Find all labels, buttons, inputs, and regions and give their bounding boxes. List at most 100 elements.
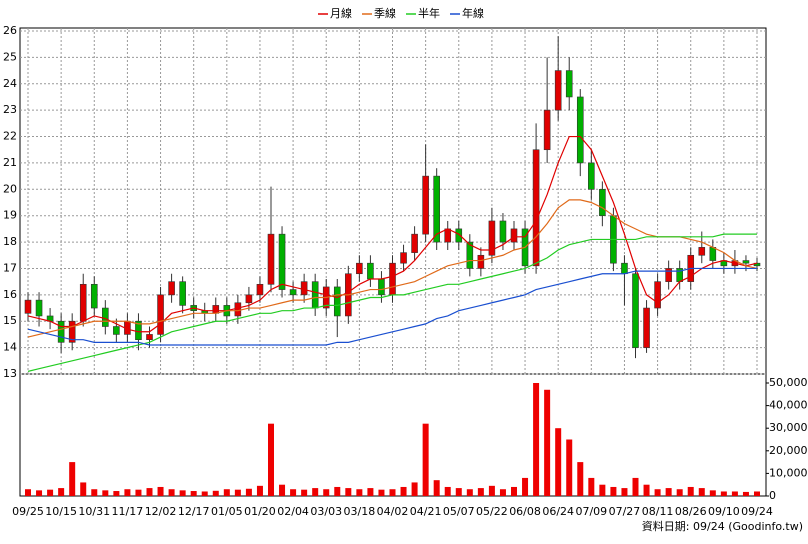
- ma-line: [27, 199, 758, 338]
- footer: 資料日期: 09/24 (Goodinfo.tw): [642, 519, 803, 533]
- volume-bar: [588, 477, 595, 496]
- candle-body: [289, 289, 297, 296]
- volume-bar: [80, 482, 87, 496]
- candle-body: [146, 334, 153, 340]
- ma-line: [27, 135, 758, 333]
- volume-bar: [654, 489, 661, 496]
- volume-bar: [444, 486, 451, 496]
- ma-line: [27, 233, 757, 372]
- volume-bar: [455, 488, 462, 496]
- volume-bar: [290, 489, 297, 496]
- candle-body: [621, 262, 628, 275]
- candle-body: [411, 233, 418, 253]
- volume-bar: [411, 482, 418, 496]
- candle-body: [278, 233, 286, 290]
- volume-bar: [36, 490, 43, 496]
- y-tick-label: 22: [3, 130, 17, 143]
- y2-tick-label: 50,000: [769, 376, 808, 389]
- candle-body: [499, 220, 507, 243]
- volume-bar: [157, 486, 164, 496]
- x-tick-label: 08/11: [642, 505, 674, 518]
- candle-body: [643, 307, 650, 348]
- volume-bar: [422, 423, 429, 496]
- candle-body: [90, 283, 98, 309]
- x-tick-label: 05/22: [476, 505, 508, 518]
- volume-bar: [731, 491, 738, 496]
- candle-body: [444, 228, 452, 243]
- candle-body: [576, 96, 584, 164]
- ma-line: [27, 267, 757, 346]
- y-tick-label: 20: [3, 182, 17, 195]
- y-tick-label: 25: [3, 50, 17, 63]
- volume-bar: [599, 484, 606, 496]
- x-tick-label: 12/02: [145, 505, 177, 518]
- candle-body: [532, 149, 540, 267]
- candle-body: [300, 281, 308, 296]
- candle-body: [57, 320, 65, 343]
- volume-bar: [389, 489, 396, 496]
- candle-body: [102, 307, 109, 327]
- x-tick-label: 09/24: [741, 505, 773, 518]
- x-tick-label: 02/04: [277, 505, 309, 518]
- volume-bar: [709, 490, 716, 496]
- volume-bar: [533, 383, 540, 496]
- x-tick-label: 09/10: [708, 505, 740, 518]
- volume-bar: [698, 488, 705, 496]
- candle-body: [488, 220, 496, 256]
- volume-bar: [544, 389, 551, 496]
- volume-bar: [610, 486, 617, 496]
- candle-body: [742, 260, 750, 264]
- volume-bar: [665, 488, 672, 496]
- x-tick-label: 04/02: [377, 505, 409, 518]
- volume-bar: [69, 462, 76, 496]
- volume-bar: [643, 484, 650, 496]
- x-tick-label: 09/25: [12, 505, 44, 518]
- legend-label: 年線: [462, 6, 484, 20]
- candle-body: [709, 247, 717, 261]
- y2-tick-label: 40,000: [769, 399, 808, 412]
- x-tick-label: 10/31: [78, 505, 110, 518]
- candle-body: [665, 268, 672, 282]
- candle-body: [466, 241, 474, 269]
- candle-body: [588, 162, 595, 190]
- candle-body: [24, 299, 32, 314]
- y2-tick-label: 0: [769, 489, 776, 502]
- candle-body: [565, 70, 573, 98]
- candle-body: [477, 254, 485, 269]
- volume-bar: [113, 491, 120, 496]
- volume-bar: [58, 488, 65, 496]
- volume-bar: [256, 485, 263, 496]
- volume-bar: [522, 477, 529, 496]
- volume-bar: [234, 489, 241, 496]
- x-tick-label: 01/20: [244, 505, 276, 518]
- volume-bar: [742, 491, 749, 496]
- y-tick-label: 17: [3, 261, 17, 274]
- candle-body: [654, 281, 661, 309]
- candle-body: [422, 175, 429, 235]
- candle-body: [356, 262, 363, 275]
- candle-body: [455, 228, 463, 243]
- candle-body: [367, 262, 374, 280]
- volume-bar: [279, 484, 286, 496]
- volume-bar: [179, 490, 186, 496]
- volume-bar: [621, 488, 628, 496]
- volume-bar: [754, 491, 760, 496]
- volume-bar: [91, 489, 98, 496]
- volume-bar: [245, 488, 252, 496]
- y-tick-label: 21: [3, 156, 17, 169]
- legend-label: 半年: [418, 6, 440, 20]
- volume-bar: [124, 489, 131, 496]
- volume-bar: [102, 490, 109, 496]
- candle-body: [234, 302, 242, 317]
- volume-bar: [223, 489, 230, 496]
- candle-body: [168, 281, 175, 296]
- candle-body: [554, 70, 562, 111]
- volume-bar: [378, 489, 385, 496]
- candle-body: [510, 228, 518, 243]
- candle-body: [35, 299, 43, 317]
- volume-bar: [47, 489, 54, 496]
- y-tick-label: 26: [3, 24, 17, 37]
- y-tick-label: 13: [3, 367, 17, 380]
- y-tick-label: 14: [3, 341, 17, 354]
